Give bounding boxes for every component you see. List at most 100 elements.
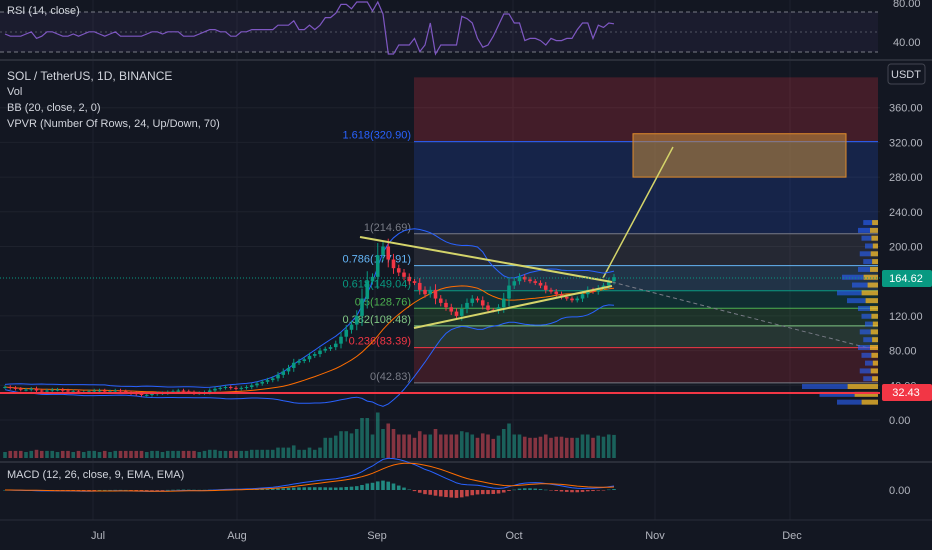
projection-line[interactable]: [602, 146, 674, 279]
volume-bar: [496, 435, 501, 458]
macd-histogram-bar: [386, 481, 391, 490]
macd-histogram-bar: [606, 489, 611, 491]
candle-body: [45, 390, 49, 392]
volume-bar: [554, 436, 559, 458]
volume-bar: [228, 450, 233, 458]
candle-body: [575, 298, 580, 301]
volume-bar: [564, 437, 569, 458]
macd-histogram-bar: [260, 489, 265, 490]
volume-profile-down: [863, 274, 878, 280]
macd-legend[interactable]: MACD (12, 26, close, 9, EMA, EMA): [7, 467, 184, 483]
volume-profile-down: [870, 251, 878, 257]
candle-body: [365, 281, 370, 299]
volume-profile-up: [837, 290, 862, 296]
macd-histogram-bar: [465, 490, 469, 497]
candle-body: [433, 289, 438, 299]
indicator-vol[interactable]: Vol: [7, 86, 23, 98]
indicator-vpvr[interactable]: VPVR (Number Of Rows, 24, Up/Down, 70): [7, 118, 220, 130]
currency-unit: USDT: [891, 69, 921, 81]
volume-profile-down: [870, 266, 878, 272]
triangle-lower-trendline[interactable]: [413, 285, 613, 329]
volume-bar: [165, 450, 170, 458]
macd-histogram-bar: [328, 487, 333, 490]
volume-profile-up: [865, 360, 873, 366]
volume-bar: [391, 429, 396, 458]
main-legend[interactable]: SOL / TetherUS, 1D, BINANCE Vol BB (20, …: [7, 68, 220, 132]
candle-body: [454, 311, 459, 316]
volume-bar: [365, 418, 370, 458]
volume-profile-up: [837, 399, 862, 405]
volume-bar: [260, 449, 265, 458]
volume-bar: [570, 437, 574, 458]
time-tick-label: Sep: [367, 530, 387, 542]
price-tick-label: 80.00: [889, 346, 917, 358]
volume-bar: [486, 434, 490, 458]
candle-body: [87, 391, 91, 393]
price-tick-label: 240.00: [889, 207, 923, 219]
triangle-upper-trendline[interactable]: [359, 236, 613, 283]
volume-bar: [286, 447, 291, 458]
volume-bar: [144, 452, 149, 458]
volume-bar: [234, 450, 238, 458]
candle-body: [549, 289, 553, 292]
candle-body: [102, 390, 107, 392]
volume-bar: [60, 450, 65, 458]
candle-body: [60, 389, 65, 391]
volume-profile-down: [870, 344, 878, 350]
candle-body: [291, 362, 296, 368]
time-tick-label: Nov: [645, 530, 665, 542]
currency-unit-box[interactable]: [887, 63, 926, 85]
macd-histogram-bar: [570, 490, 574, 493]
macd-histogram-bar: [396, 485, 401, 490]
indicator-bb[interactable]: BB (20, close, 2, 0): [7, 102, 101, 114]
candle-body: [543, 285, 548, 290]
price-tick-label: 0.00: [889, 415, 910, 427]
macd-histogram-bar: [186, 489, 191, 491]
volume-profile-down: [872, 321, 878, 327]
candle-body: [207, 390, 212, 393]
target-zone[interactable]: [632, 133, 847, 178]
volume-bar: [297, 449, 301, 458]
macd-histogram-bar: [276, 488, 280, 490]
macd-histogram-bar: [339, 487, 343, 490]
candle-body: [449, 307, 454, 312]
volume-bar: [449, 434, 454, 458]
candle-body: [249, 385, 254, 388]
macd-pane: [3, 457, 616, 498]
volume-bar: [323, 437, 328, 458]
volume-profile-up: [861, 235, 872, 241]
volume-bar: [8, 450, 13, 458]
volume-bar: [113, 450, 118, 458]
volume-bar: [81, 452, 86, 458]
volume-bar: [244, 450, 249, 458]
macd-histogram-bar: [181, 489, 186, 491]
macd-histogram-bar: [391, 483, 396, 490]
macd-histogram-bar: [543, 489, 548, 491]
candle-body: [554, 291, 559, 295]
red-level-value: 32.43: [892, 387, 920, 399]
volume-bar: [87, 450, 91, 458]
volume-bar: [423, 434, 427, 458]
macd-histogram-bar: [160, 490, 165, 491]
candle-body: [501, 298, 506, 308]
fib-level-label: 0.236(83.39): [349, 336, 411, 348]
volume-bar: [549, 437, 553, 458]
rsi-legend[interactable]: RSI (14, close): [7, 3, 80, 19]
macd-zero-tick: 0.00: [889, 485, 910, 497]
volume-profile-up: [859, 368, 871, 374]
price-tick-label: 280.00: [889, 172, 923, 184]
volume-profile-up: [863, 337, 873, 343]
volume-profile-down: [870, 305, 878, 311]
fib-zone: [414, 325, 878, 348]
volume-bar: [270, 449, 275, 458]
macd-histogram-bar: [381, 480, 385, 490]
volume-bar: [375, 412, 380, 458]
macd-histogram-bar: [144, 490, 149, 491]
volume-profile-up: [859, 329, 871, 335]
macd-histogram-bar: [486, 490, 490, 495]
candle-body: [386, 246, 391, 260]
volume-bar: [66, 450, 70, 458]
candle-body: [339, 336, 343, 344]
